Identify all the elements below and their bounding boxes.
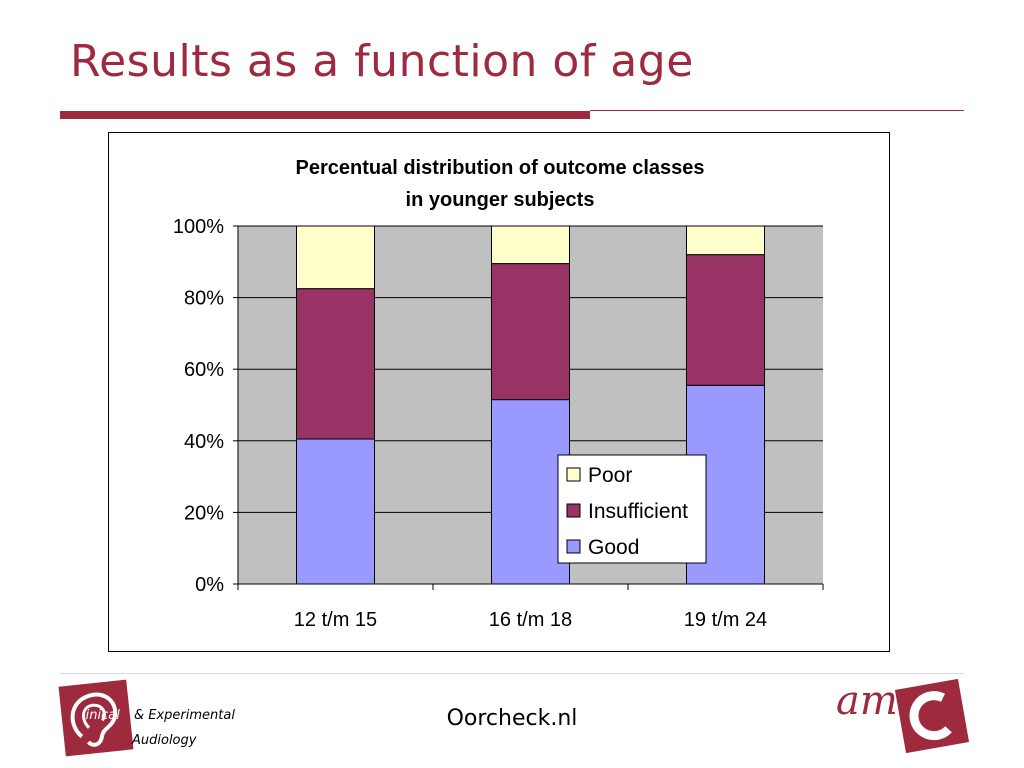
clinical-experimental-audiology-logo: linical & Experimental Audiology (58, 679, 262, 757)
legend-swatch-poor (566, 467, 581, 482)
legend-swatch-insufficient (566, 503, 581, 518)
bar-good (296, 438, 375, 585)
x-tick-label: 12 t/m 15 (294, 609, 377, 631)
slide-title: Results as a function of age (70, 36, 694, 87)
x-tick-label: 16 t/m 18 (489, 609, 572, 631)
bar-poor (296, 225, 375, 290)
title-underline-thin (590, 110, 964, 111)
footer-website: Oorcheck.nl (446, 706, 578, 731)
plot-area: 0% 20% 40% 60% 80% 100% 12 t/m 15 16 t/m 18 19 t… (173, 216, 824, 631)
footer-divider (60, 673, 964, 674)
chart-title-line-1: Percentual distribution of outcome class… (296, 157, 705, 179)
y-tick-label: 20% (184, 502, 224, 524)
amc-logo-text: am (836, 678, 898, 724)
y-tick-label: 40% (184, 431, 224, 453)
logo-text-audiology: Audiology (132, 733, 197, 748)
ear-badge-icon (58, 679, 134, 757)
bar-poor (686, 225, 765, 256)
y-tick-label: 100% (173, 216, 224, 238)
y-tick-label: 60% (184, 359, 224, 381)
legend-label-insufficient: Insufficient (588, 500, 688, 523)
y-tick-label: 80% (184, 288, 224, 310)
y-tick-label: 0% (195, 574, 224, 596)
amc-c-icon (894, 678, 970, 754)
stacked-bar-chart: Percentual distribution of outcome class… (173, 157, 824, 631)
bar-insufficient (491, 263, 570, 401)
legend-box (557, 454, 707, 564)
bar-insufficient (296, 288, 375, 440)
amc-logo: am (836, 678, 970, 758)
bar-insufficient (686, 254, 765, 386)
logo-text-experimental: & Experimental (134, 708, 235, 723)
chart-frame: Percentual distribution of outcome class… (108, 132, 890, 652)
legend-swatch-good (566, 539, 581, 554)
bar-poor (491, 225, 570, 265)
logo-text-linical: linical (82, 708, 120, 723)
title-underline-thick (60, 111, 590, 119)
chart-title-line-2: in younger subjects (406, 189, 595, 211)
legend-label-poor: Poor (588, 464, 632, 487)
x-tick-label: 19 t/m 24 (684, 609, 767, 631)
legend: Poor Insufficient Good (557, 454, 707, 564)
legend-label-good: Good (588, 536, 639, 559)
